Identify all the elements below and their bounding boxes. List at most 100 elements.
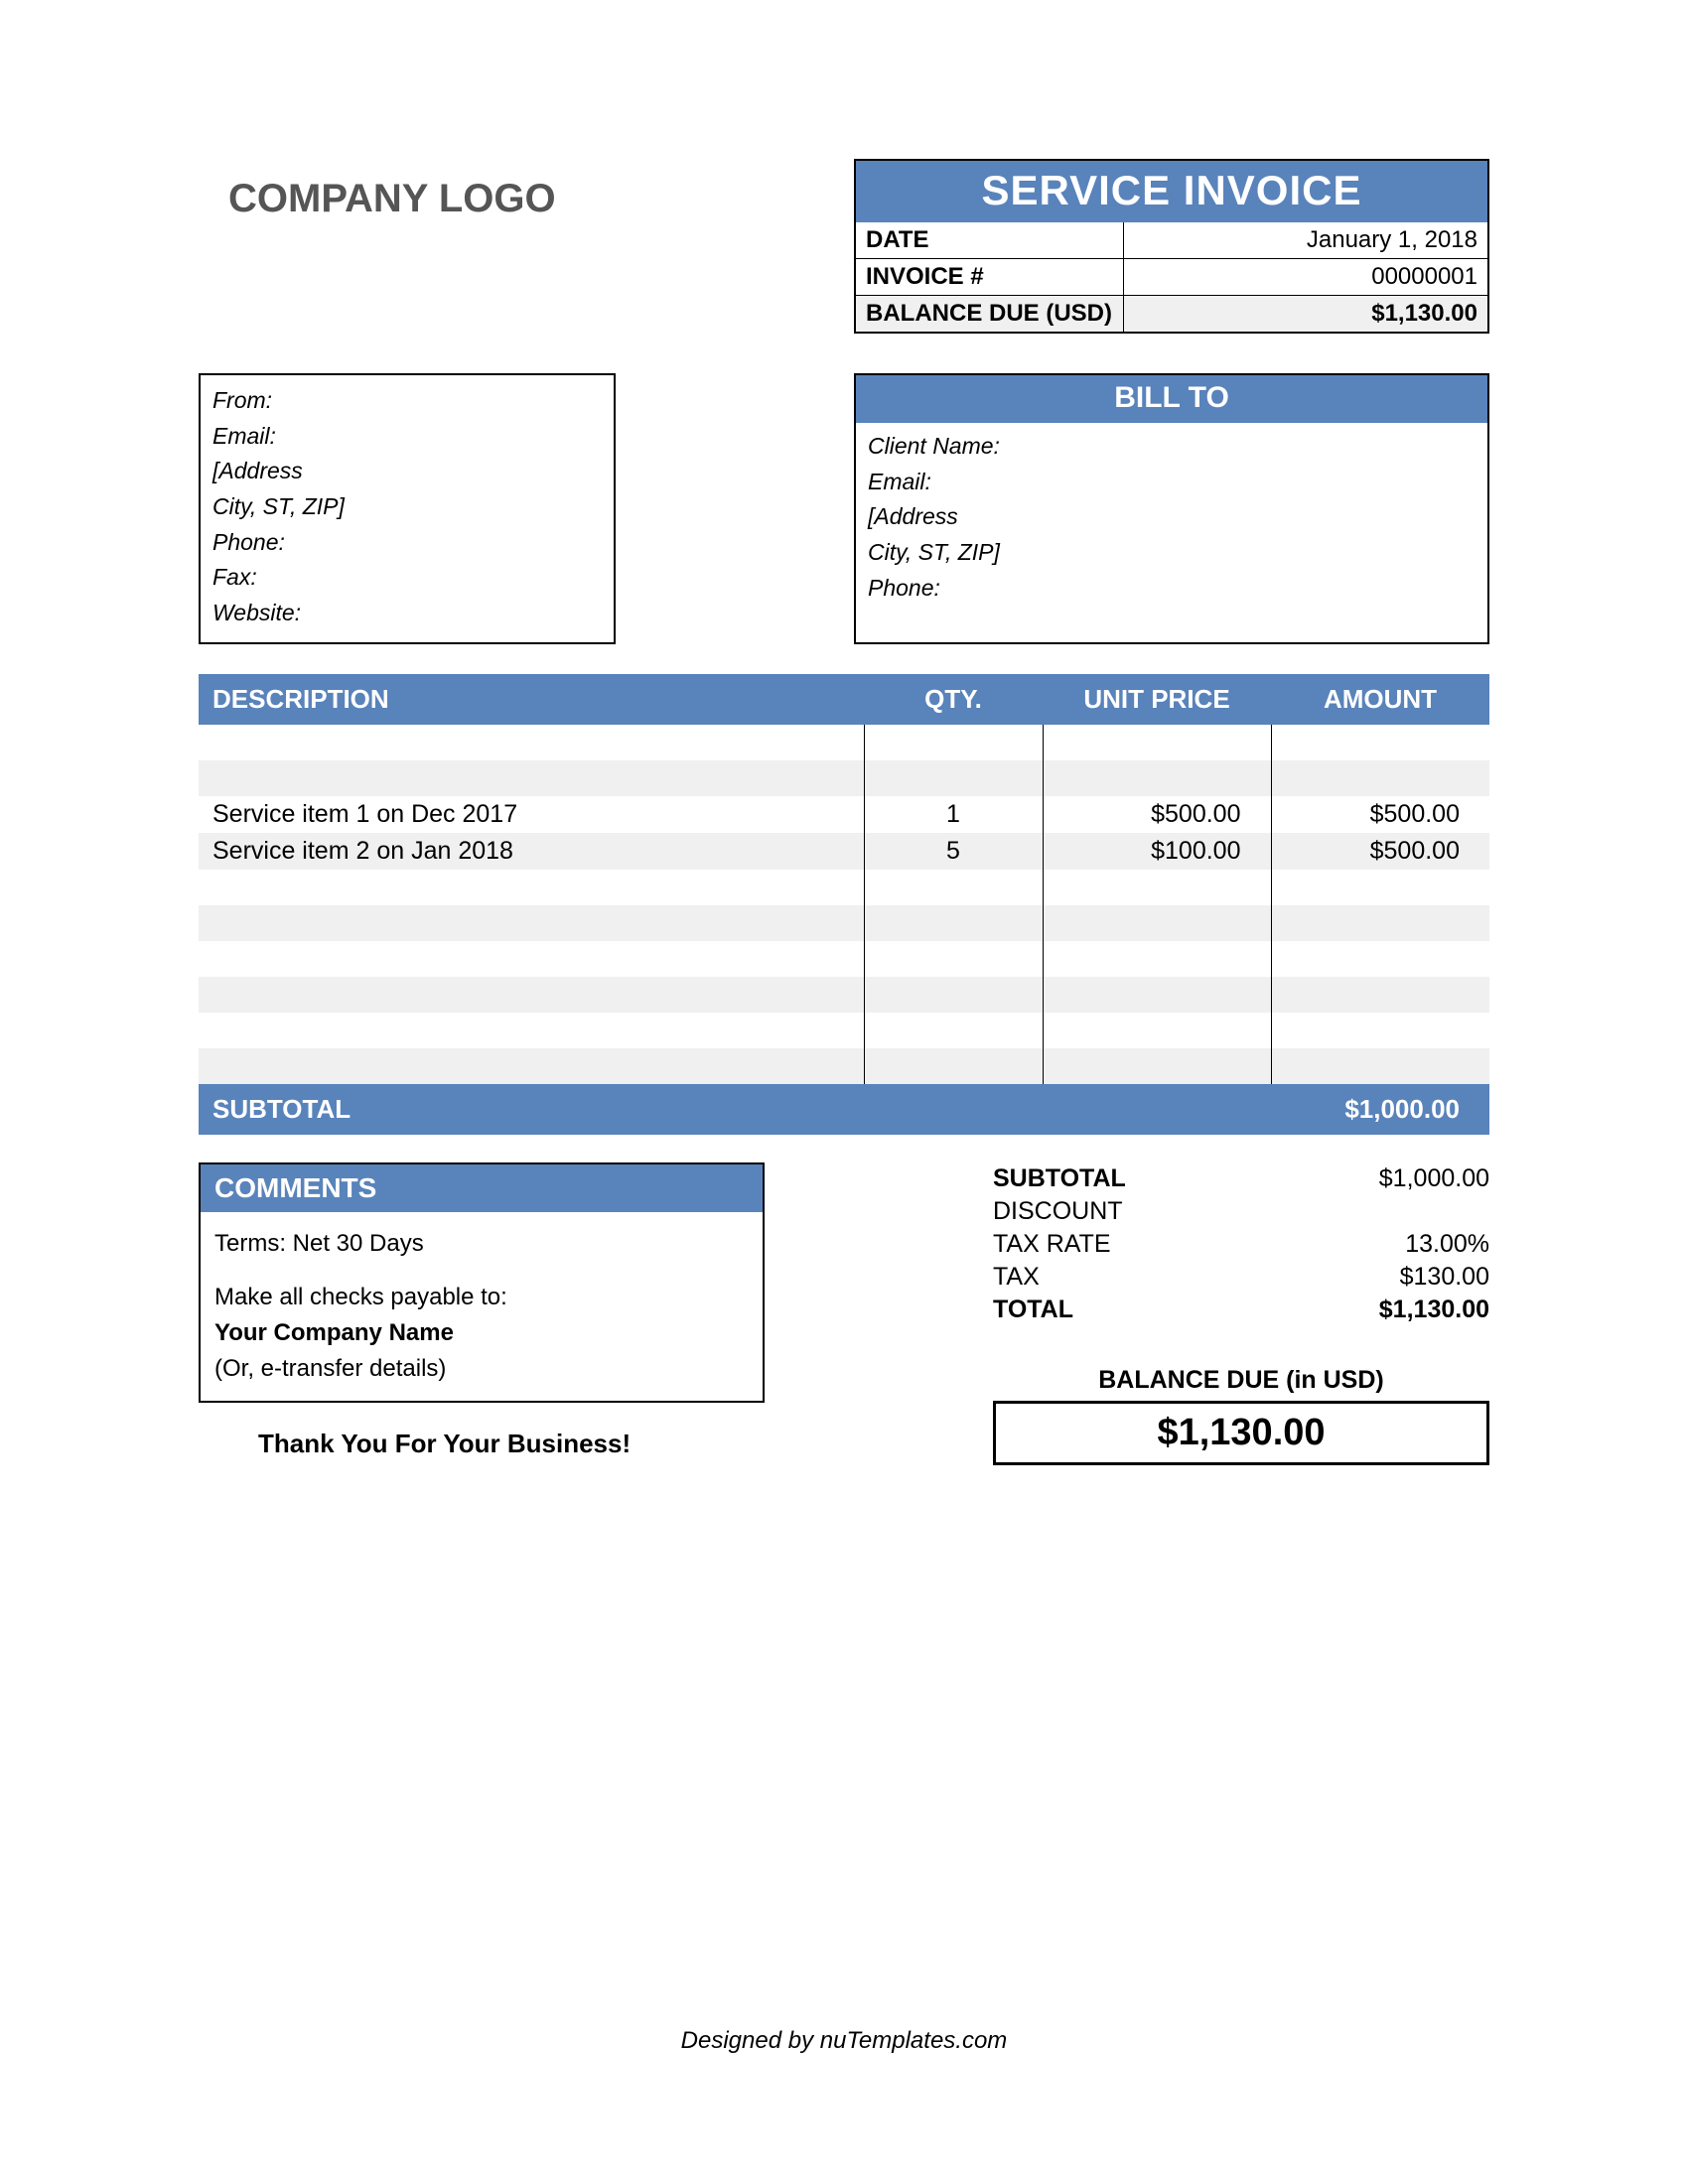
totals-tax-label: TAX <box>993 1263 1040 1292</box>
page-footer: Designed by nuTemplates.com <box>0 2027 1688 2055</box>
balance-due-header-label: BALANCE DUE (USD) <box>856 296 1124 332</box>
table-row <box>199 941 1489 977</box>
cell-amount <box>1271 905 1489 941</box>
date-value: January 1, 2018 <box>1124 222 1487 258</box>
cell-amount: $500.00 <box>1271 833 1489 870</box>
table-row <box>199 977 1489 1013</box>
totals-total-label: TOTAL <box>993 1296 1073 1324</box>
invoice-number-label: INVOICE # <box>856 259 1124 295</box>
cell-unit-price <box>1043 725 1271 760</box>
cell-unit-price <box>1043 760 1271 796</box>
totals-subtotal-value: $1,000.00 <box>1311 1164 1489 1193</box>
cell-qty <box>864 870 1043 905</box>
cell-description <box>199 977 864 1013</box>
cell-unit-price: $100.00 <box>1043 833 1271 870</box>
billto-address-label: [Address <box>868 499 1476 535</box>
col-unit-price: UNIT PRICE <box>1043 674 1271 725</box>
comments-box: COMMENTS Terms: Net 30 Days Make all che… <box>199 1162 765 1403</box>
col-amount: AMOUNT <box>1271 674 1489 725</box>
cell-amount <box>1271 1013 1489 1048</box>
cell-description: Service item 1 on Dec 2017 <box>199 796 864 833</box>
from-email-label: Email: <box>212 419 602 455</box>
from-box: From: Email: [Address City, ST, ZIP] Pho… <box>199 373 616 644</box>
cell-description <box>199 1048 864 1084</box>
cell-amount <box>1271 1048 1489 1084</box>
from-label: From: <box>212 383 602 419</box>
balance-due-footer-label: BALANCE DUE (in USD) <box>993 1366 1489 1395</box>
comments-title: COMMENTS <box>201 1164 763 1212</box>
billto-phone-label: Phone: <box>868 571 1476 607</box>
cell-unit-price <box>1043 941 1271 977</box>
totals-subtotal-label: SUBTOTAL <box>993 1164 1126 1193</box>
subtotal-value: $1,000.00 <box>1271 1084 1489 1135</box>
cell-qty <box>864 725 1043 760</box>
cell-description <box>199 941 864 977</box>
cell-amount <box>1271 760 1489 796</box>
from-fax-label: Fax: <box>212 560 602 596</box>
cell-qty: 1 <box>864 796 1043 833</box>
table-row <box>199 1013 1489 1048</box>
cell-description <box>199 725 864 760</box>
thank-you-text: Thank You For Your Business! <box>258 1429 765 1459</box>
invoice-header-box: SERVICE INVOICE DATE January 1, 2018 INV… <box>854 159 1489 334</box>
cell-unit-price <box>1043 1048 1271 1084</box>
cell-unit-price: $500.00 <box>1043 796 1271 833</box>
table-row <box>199 1048 1489 1084</box>
invoice-title: SERVICE INVOICE <box>856 161 1487 222</box>
totals-taxrate-label: TAX RATE <box>993 1230 1111 1259</box>
billto-city-label: City, ST, ZIP] <box>868 535 1476 571</box>
cell-qty <box>864 941 1043 977</box>
billto-email-label: Email: <box>868 465 1476 500</box>
cell-amount: $500.00 <box>1271 796 1489 833</box>
comments-payable-name: Your Company Name <box>214 1315 749 1351</box>
from-phone-label: Phone: <box>212 525 602 561</box>
cell-amount <box>1271 977 1489 1013</box>
cell-qty <box>864 760 1043 796</box>
cell-qty: 5 <box>864 833 1043 870</box>
comments-terms: Terms: Net 30 Days <box>214 1226 749 1262</box>
invoice-number-value: 00000001 <box>1124 259 1487 295</box>
table-row: Service item 2 on Jan 20185$100.00$500.0… <box>199 833 1489 870</box>
cell-description <box>199 905 864 941</box>
totals-total-value: $1,130.00 <box>1311 1296 1489 1324</box>
totals-taxrate-value: 13.00% <box>1311 1230 1489 1259</box>
subtotal-label: SUBTOTAL <box>199 1084 1271 1135</box>
col-description: DESCRIPTION <box>199 674 864 725</box>
cell-unit-price <box>1043 870 1271 905</box>
cell-qty <box>864 1013 1043 1048</box>
table-row: Service item 1 on Dec 20171$500.00$500.0… <box>199 796 1489 833</box>
cell-qty <box>864 905 1043 941</box>
cell-description <box>199 1013 864 1048</box>
from-website-label: Website: <box>212 596 602 631</box>
cell-unit-price <box>1043 905 1271 941</box>
table-row <box>199 905 1489 941</box>
comments-etransfer: (Or, e-transfer details) <box>214 1351 749 1387</box>
billto-client-label: Client Name: <box>868 429 1476 465</box>
totals-tax-value: $130.00 <box>1311 1263 1489 1292</box>
items-table: DESCRIPTION QTY. UNIT PRICE AMOUNT Servi… <box>199 674 1489 1135</box>
bill-to-box: BILL TO Client Name: Email: [Address Cit… <box>854 373 1489 644</box>
totals-discount-label: DISCOUNT <box>993 1197 1123 1226</box>
comments-payable-intro: Make all checks payable to: <box>214 1280 749 1315</box>
cell-amount <box>1271 725 1489 760</box>
cell-unit-price <box>1043 977 1271 1013</box>
cell-qty <box>864 977 1043 1013</box>
balance-due-header-value: $1,130.00 <box>1124 296 1487 332</box>
table-row <box>199 725 1489 760</box>
cell-unit-price <box>1043 1013 1271 1048</box>
cell-qty <box>864 1048 1043 1084</box>
balance-due-footer-value: $1,130.00 <box>993 1401 1489 1465</box>
company-logo: COMPANY LOGO <box>199 159 556 221</box>
col-qty: QTY. <box>864 674 1043 725</box>
date-label: DATE <box>856 222 1124 258</box>
table-row <box>199 760 1489 796</box>
totals-discount-value <box>1311 1197 1489 1226</box>
from-address-label: [Address <box>212 454 602 489</box>
from-city-label: City, ST, ZIP] <box>212 489 602 525</box>
cell-description <box>199 870 864 905</box>
cell-description: Service item 2 on Jan 2018 <box>199 833 864 870</box>
cell-amount <box>1271 870 1489 905</box>
cell-amount <box>1271 941 1489 977</box>
cell-description <box>199 760 864 796</box>
totals-block: SUBTOTAL $1,000.00 DISCOUNT TAX RATE 13.… <box>993 1162 1489 1465</box>
